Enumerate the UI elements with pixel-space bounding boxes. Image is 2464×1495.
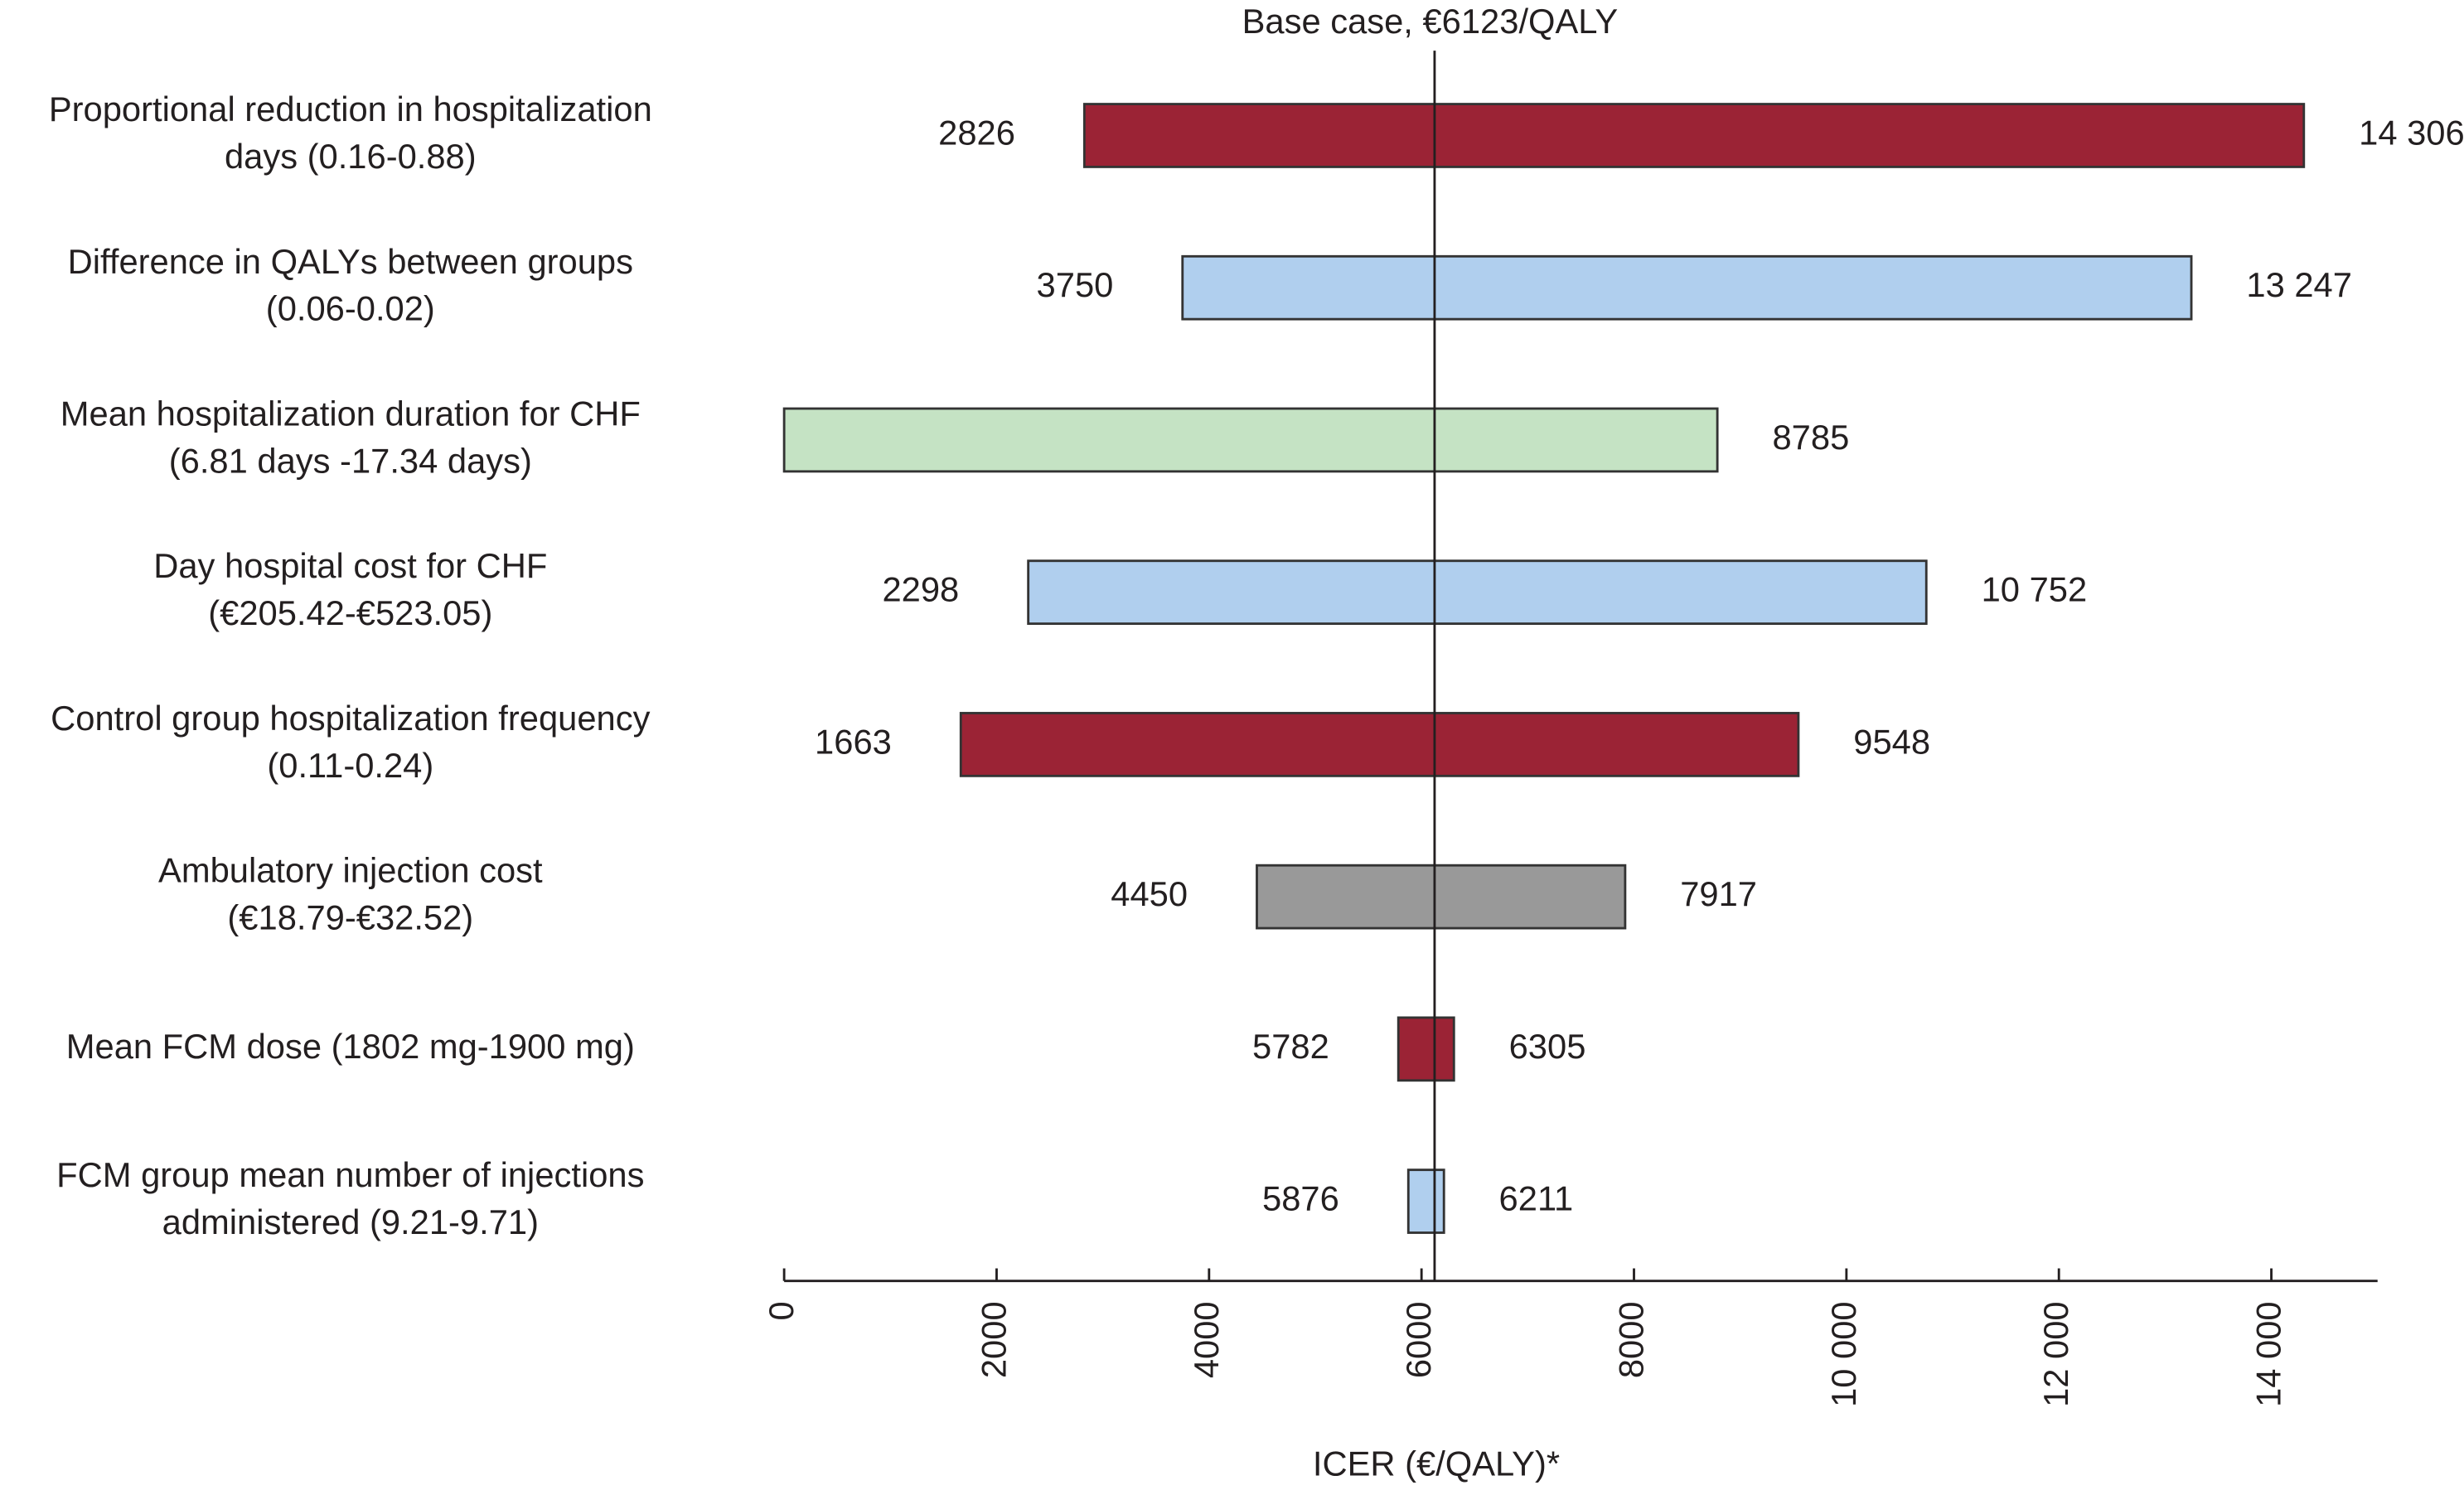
bar bbox=[1406, 1168, 1445, 1234]
value-label: 2826 bbox=[938, 114, 1015, 152]
bar bbox=[1181, 254, 2193, 321]
value-label: 14 306 bbox=[2359, 114, 2464, 152]
value-label: 1663 bbox=[815, 722, 892, 761]
value-label: 3750 bbox=[1037, 265, 1114, 304]
x-axis-label: ICER (€/QALY)* bbox=[1313, 1444, 1560, 1483]
x-tick-label: 2000 bbox=[974, 1301, 1013, 1378]
category-label: Mean FCM dose (1802 mg-1900 mg) bbox=[66, 1027, 635, 1066]
category-label: (0.06-0.02) bbox=[266, 289, 435, 328]
x-tick-label: 4000 bbox=[1187, 1301, 1226, 1378]
value-label: 10 752 bbox=[1982, 570, 2088, 609]
value-label: 8785 bbox=[1772, 418, 1849, 457]
category-label: (6.81 days -17.34 days) bbox=[169, 441, 532, 480]
category-label: Control group hospitalization frequency bbox=[51, 699, 650, 738]
category-label: Difference in QALYs between groups bbox=[68, 242, 633, 281]
category-label: Proportional reduction in hospitalizatio… bbox=[49, 90, 652, 128]
bar bbox=[959, 712, 1800, 777]
category-label: FCM group mean number of injections bbox=[56, 1155, 644, 1194]
value-label: 5782 bbox=[1252, 1027, 1329, 1066]
x-tick-label: 8000 bbox=[1612, 1301, 1651, 1378]
x-tick-label: 12 000 bbox=[2036, 1301, 2075, 1407]
bar bbox=[1256, 864, 1627, 930]
bar bbox=[1027, 559, 1928, 626]
value-label: 9548 bbox=[1853, 722, 1930, 761]
value-label: 7917 bbox=[1680, 874, 1757, 913]
x-tick-label: 10 000 bbox=[1824, 1301, 1863, 1407]
category-label: (€205.42-€523.05) bbox=[208, 593, 492, 632]
category-label: days (0.16-0.88) bbox=[225, 137, 477, 176]
value-label: 6211 bbox=[1499, 1179, 1574, 1218]
bar bbox=[1082, 103, 2306, 168]
value-label: 13 247 bbox=[2246, 265, 2352, 304]
value-label: 4450 bbox=[1111, 874, 1188, 913]
bar bbox=[782, 407, 1719, 473]
category-label: administered (9.21-9.71) bbox=[162, 1202, 539, 1241]
x-tick-label: 14 000 bbox=[2249, 1301, 2288, 1407]
x-tick-label: 0 bbox=[762, 1301, 801, 1320]
category-label: (0.11-0.24) bbox=[267, 746, 433, 785]
x-tick-label: 6000 bbox=[1399, 1301, 1438, 1378]
category-label: Day hospital cost for CHF bbox=[153, 546, 547, 585]
bar bbox=[1397, 1016, 1455, 1082]
chart-title: Base case, €6123/QALY bbox=[1242, 2, 1619, 41]
value-label: 2298 bbox=[882, 570, 959, 609]
category-label: Mean hospitalization duration for CHF bbox=[61, 394, 641, 433]
value-label: 6305 bbox=[1509, 1027, 1586, 1066]
category-label: (€18.79-€32.52) bbox=[227, 898, 473, 937]
value-label: 5876 bbox=[1262, 1179, 1339, 1218]
category-label: Ambulatory injection cost bbox=[158, 851, 543, 890]
